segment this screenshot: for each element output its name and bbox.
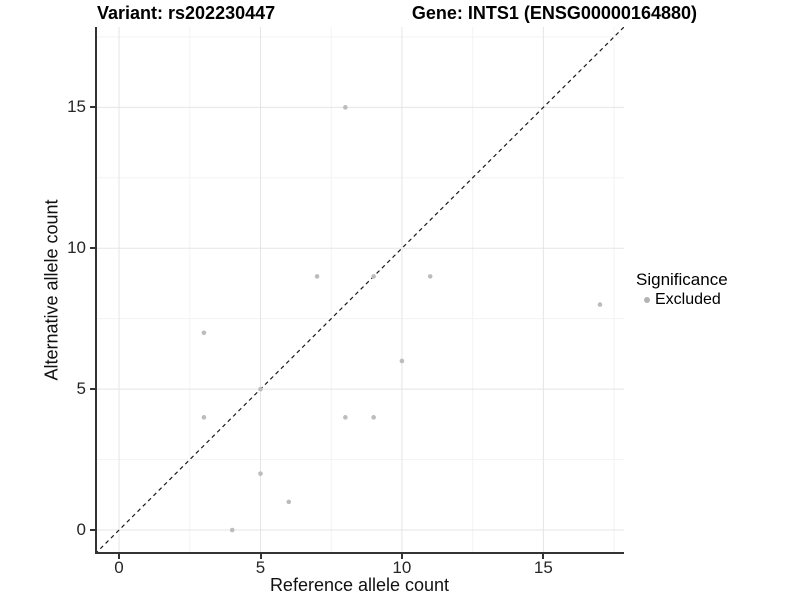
x-tick-label: 5 <box>255 558 266 577</box>
data-point <box>371 274 376 279</box>
x-tick-mark <box>400 554 403 559</box>
legend-title: Significance <box>636 270 728 289</box>
data-point <box>258 386 263 392</box>
x-tick-label: 10 <box>392 558 412 577</box>
data-point <box>399 358 405 364</box>
x-tick-mark <box>259 554 262 559</box>
plot-title-row: Variant: rs202230447 Gene: INTS1 (ENSG00… <box>97 3 697 24</box>
chart-canvas <box>94 26 625 555</box>
data-point <box>343 415 348 420</box>
data-point <box>286 499 292 505</box>
legend: Significance Excluded <box>636 270 728 309</box>
y-tick-label: 10 <box>67 238 86 258</box>
y-tick-label: 5 <box>76 379 86 399</box>
plot-panel <box>94 26 625 555</box>
y-tick-mark <box>90 106 95 109</box>
legend-key-dot <box>644 296 650 303</box>
legend-entry-label: Excluded <box>655 291 721 308</box>
data-point <box>371 415 376 420</box>
y-tick-mark <box>90 247 95 250</box>
x-tick-label: 15 <box>533 558 553 577</box>
data-point <box>427 274 433 279</box>
x-tick-mark <box>118 554 120 559</box>
x-tick-label: 0 <box>114 558 124 577</box>
plot-title-variant: Variant: rs202230447 <box>97 3 276 23</box>
x-tick-mark <box>542 554 545 559</box>
identity-line <box>94 26 625 555</box>
y-tick-label: 0 <box>76 520 86 539</box>
x-axis-title: Reference allele count <box>269 575 450 595</box>
data-point <box>201 330 207 336</box>
data-point <box>229 527 235 533</box>
data-point <box>314 274 320 279</box>
data-point <box>201 415 207 420</box>
plot-title-gene: Gene: INTS1 (ENSG00000164880) <box>411 3 697 23</box>
y-axis-title: Alternative allele count <box>41 199 62 381</box>
y-tick-label: 15 <box>67 97 86 117</box>
y-tick-mark <box>90 388 95 391</box>
data-point <box>597 302 603 307</box>
data-point <box>258 471 263 476</box>
data-point <box>343 105 348 110</box>
legend-entry: Excluded <box>636 290 728 309</box>
y-tick-mark <box>90 529 95 531</box>
